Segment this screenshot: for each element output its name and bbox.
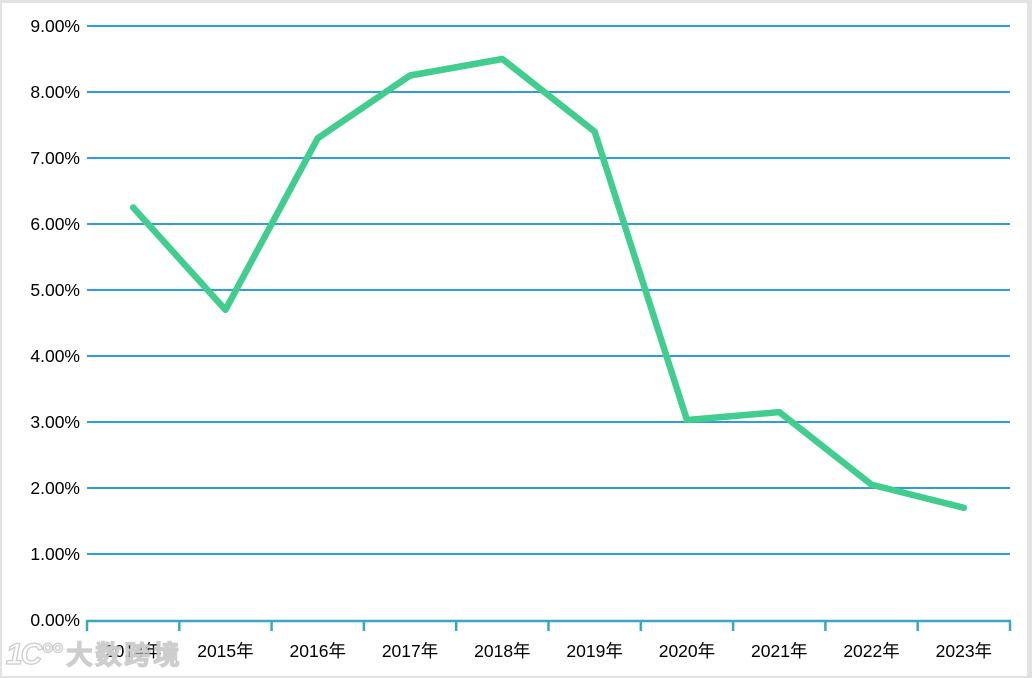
x-axis-tick-label: 2022年 [843,641,899,661]
x-axis-tick-label: 2021年 [751,641,807,661]
x-axis-tick-label: 2018年 [474,641,530,661]
y-axis-tick-label: 0.00% [30,610,80,630]
y-axis-tick-label: 8.00% [30,82,80,102]
x-axis-tick-label: 2015年 [197,641,253,661]
y-axis-tick-label: 7.00% [30,148,80,168]
data-series-line [129,55,968,512]
y-axis-tick-label: 3.00% [30,412,80,432]
x-axis-tick-label: 2017年 [382,641,438,661]
y-axis-tick-label: 5.00% [30,280,80,300]
x-axis-tick-label: 2016年 [290,641,346,661]
x-axis-tick-label: 2019年 [566,641,622,661]
x-axis-tick-label: 2020年 [659,641,715,661]
line-chart: 0.00% 1.00% 2.00% 3.00% 4.00% 5.00% 6.00% 7.00%… [30,16,1012,661]
y-axis-tick-label: 9.00% [30,16,80,36]
y-axis-tick-label: 4.00% [30,346,80,366]
x-axis-tick-label: 2014年 [105,641,161,661]
x-axis-tick-label: 2023年 [936,641,992,661]
y-axis-tick-label: 6.00% [30,214,80,234]
y-axis-tick-label: 2.00% [30,478,80,498]
y-axis-tick-label: 1.00% [30,544,80,564]
